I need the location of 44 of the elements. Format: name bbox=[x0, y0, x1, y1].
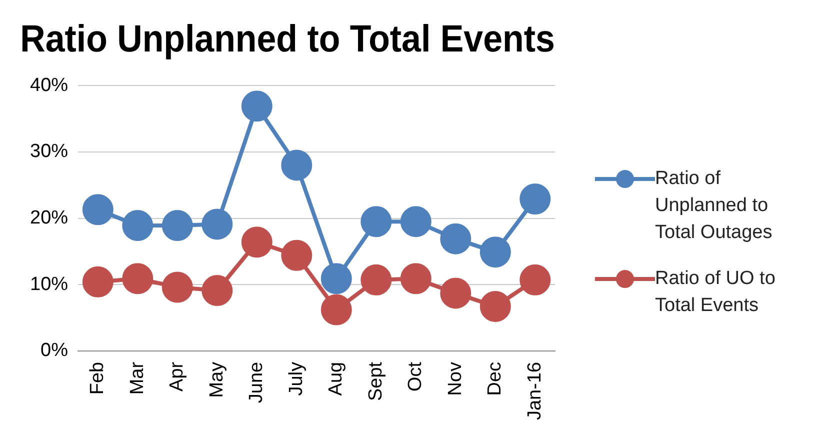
x-tick-label: Feb bbox=[87, 362, 108, 395]
x-tick-label: Oct bbox=[405, 361, 426, 392]
point bbox=[122, 263, 154, 294]
point bbox=[281, 150, 312, 181]
point bbox=[400, 263, 432, 294]
x-tick-label: Aug bbox=[326, 362, 347, 396]
y-tick-label: 0% bbox=[40, 340, 68, 362]
point bbox=[360, 264, 392, 296]
x-tick-label: May bbox=[206, 361, 228, 398]
point bbox=[520, 264, 551, 296]
point bbox=[320, 263, 352, 294]
point bbox=[480, 236, 511, 268]
point bbox=[82, 194, 114, 226]
point bbox=[162, 272, 193, 303]
point bbox=[480, 290, 511, 322]
x-tick-label: Sept bbox=[365, 361, 386, 401]
point bbox=[202, 208, 233, 240]
y-tick-label: 20% bbox=[30, 207, 68, 228]
point bbox=[360, 206, 392, 238]
y-tick-label: 10% bbox=[30, 274, 68, 295]
legend-label: Ratio of UO to Total Events bbox=[655, 267, 776, 318]
point bbox=[400, 206, 432, 238]
x-tick-label: June bbox=[246, 362, 268, 404]
chart-title: Ratio Unplanned to Total Events bbox=[20, 16, 555, 60]
point bbox=[82, 266, 114, 298]
x-tick-label: Dec bbox=[484, 362, 506, 396]
legend-label: Ratio of Unplanned to Total Outages bbox=[655, 167, 774, 245]
point bbox=[122, 210, 154, 242]
x-tick-label: Jan-16 bbox=[524, 362, 546, 420]
x-tick-label: Mar bbox=[126, 361, 148, 395]
point bbox=[202, 275, 233, 306]
point bbox=[241, 226, 272, 258]
point bbox=[520, 184, 551, 215]
point bbox=[162, 210, 193, 242]
point bbox=[281, 240, 312, 271]
x-tick-label: Apr bbox=[166, 361, 188, 392]
point bbox=[440, 278, 472, 309]
y-tick-label: 30% bbox=[30, 141, 68, 162]
point bbox=[241, 90, 272, 122]
point bbox=[440, 223, 472, 254]
y-tick-label: 40% bbox=[30, 74, 68, 96]
x-tick-label: Nov bbox=[444, 361, 466, 396]
x-tick-label: July bbox=[286, 361, 307, 396]
point bbox=[320, 294, 352, 326]
